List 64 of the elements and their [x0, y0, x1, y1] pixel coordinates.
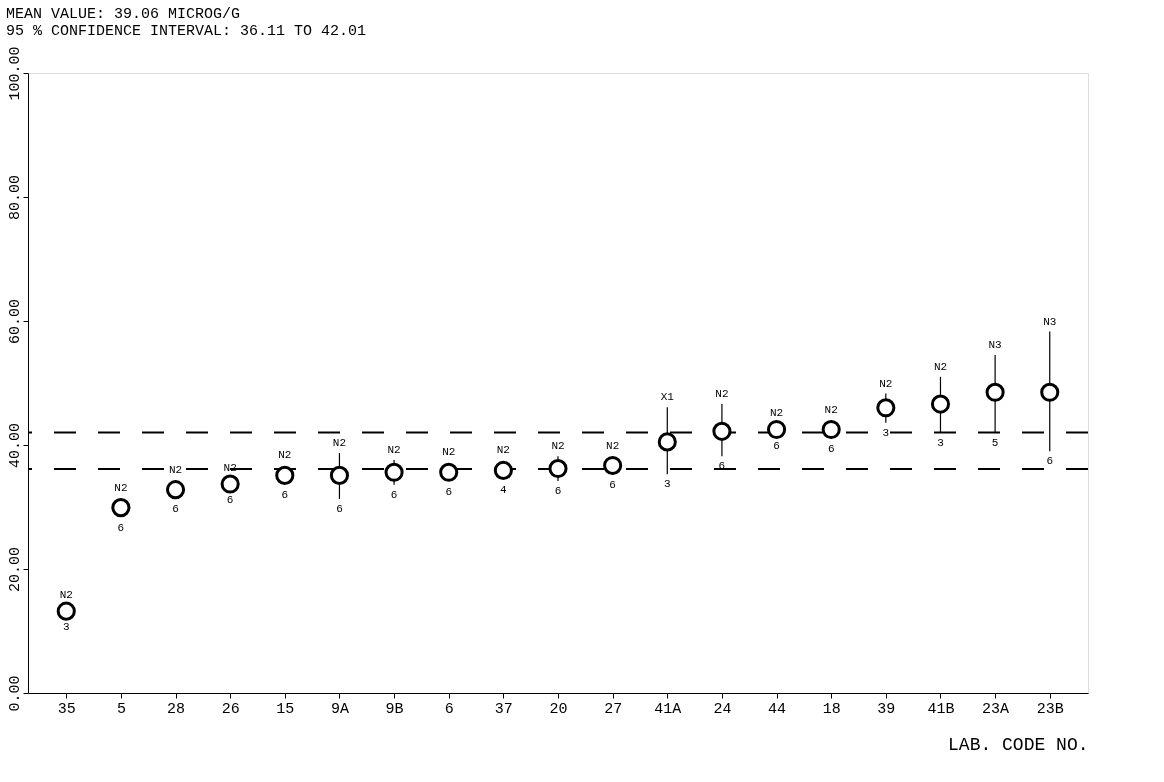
x-tick-label: 35 [57, 700, 76, 718]
y-tick-label: 40.00 [6, 422, 24, 469]
x-tick-label: 28 [167, 700, 186, 718]
annotation: N2 [715, 388, 729, 401]
annotation: N2 [551, 440, 565, 453]
x-tick-label: 44 [768, 700, 787, 718]
annotation: 6 [554, 484, 562, 497]
annotation: N2 [442, 446, 456, 459]
x-tick-label: 26 [221, 700, 240, 718]
x-tick-label: 18 [822, 700, 841, 718]
annotation: 3 [62, 621, 70, 634]
annotation: N2 [496, 444, 510, 457]
annotation: N2 [332, 437, 347, 450]
annotation: N2 [387, 443, 401, 456]
annotation: 6 [226, 494, 234, 507]
annotation: N3 [1043, 315, 1057, 328]
y-tick-label: 100.00 [6, 46, 24, 101]
x-tick-label: 41B [927, 700, 955, 718]
annotation: 3 [937, 436, 944, 449]
annotation: 3 [663, 478, 671, 491]
x-tick-label: 5 [116, 700, 126, 718]
x-tick-label: 9A [330, 700, 349, 718]
annotation: N2 [606, 440, 620, 453]
annotation: N2 [824, 404, 838, 417]
annotation: 6 [827, 442, 835, 455]
annotation: 6 [117, 521, 125, 534]
annotation: 6 [172, 502, 179, 515]
x-tick-label: 9B [385, 700, 404, 718]
annotation: 4 [500, 484, 508, 497]
text: 95 % CONFIDENCE INTERVAL: 36.11 TO 42.01 [6, 23, 367, 40]
x-tick-label: 27 [604, 700, 623, 718]
y-tick-label: 0.00 [6, 675, 24, 712]
annotation: 6 [336, 502, 343, 515]
annotation: 6 [281, 489, 289, 502]
annotation: X1 [660, 391, 675, 404]
annotation: 6 [773, 439, 780, 452]
text: MEAN VALUE: 39.06 MICROG/G [6, 6, 241, 23]
annotation: 6 [1046, 455, 1054, 468]
annotation: N3 [988, 339, 1002, 352]
y-tick-label: 60.00 [6, 298, 24, 345]
x-tick-label: 37 [494, 700, 513, 718]
annotation: N2 [278, 449, 292, 462]
annotation: 3 [882, 426, 890, 439]
x-tick-label: 23A [982, 700, 1010, 718]
x-tick-label: 41A [654, 700, 682, 718]
annotation: N2 [168, 464, 183, 477]
x-tick-label: 23B [1036, 700, 1064, 718]
x-tick-label: 15 [276, 700, 295, 718]
x-tick-label: 20 [549, 700, 568, 718]
x-tick-label: 39 [877, 700, 896, 718]
x-tick-label: 24 [713, 700, 732, 718]
annotation: 5 [991, 436, 999, 449]
annotation: N2 [879, 377, 893, 390]
annotation: N2 [933, 360, 948, 373]
annotation: 6 [445, 486, 453, 499]
y-tick-label: 80.00 [6, 174, 24, 221]
annotation: N2 [114, 481, 128, 494]
x-tick-label: 6 [444, 700, 454, 718]
annotation: N2 [769, 407, 784, 420]
annotation: 6 [609, 478, 616, 491]
annotation: 6 [390, 488, 398, 501]
annotation: N2 [59, 588, 73, 601]
y-tick-label: 20.00 [6, 546, 24, 593]
x-axis-title: LAB. CODE NO. [948, 734, 1089, 755]
